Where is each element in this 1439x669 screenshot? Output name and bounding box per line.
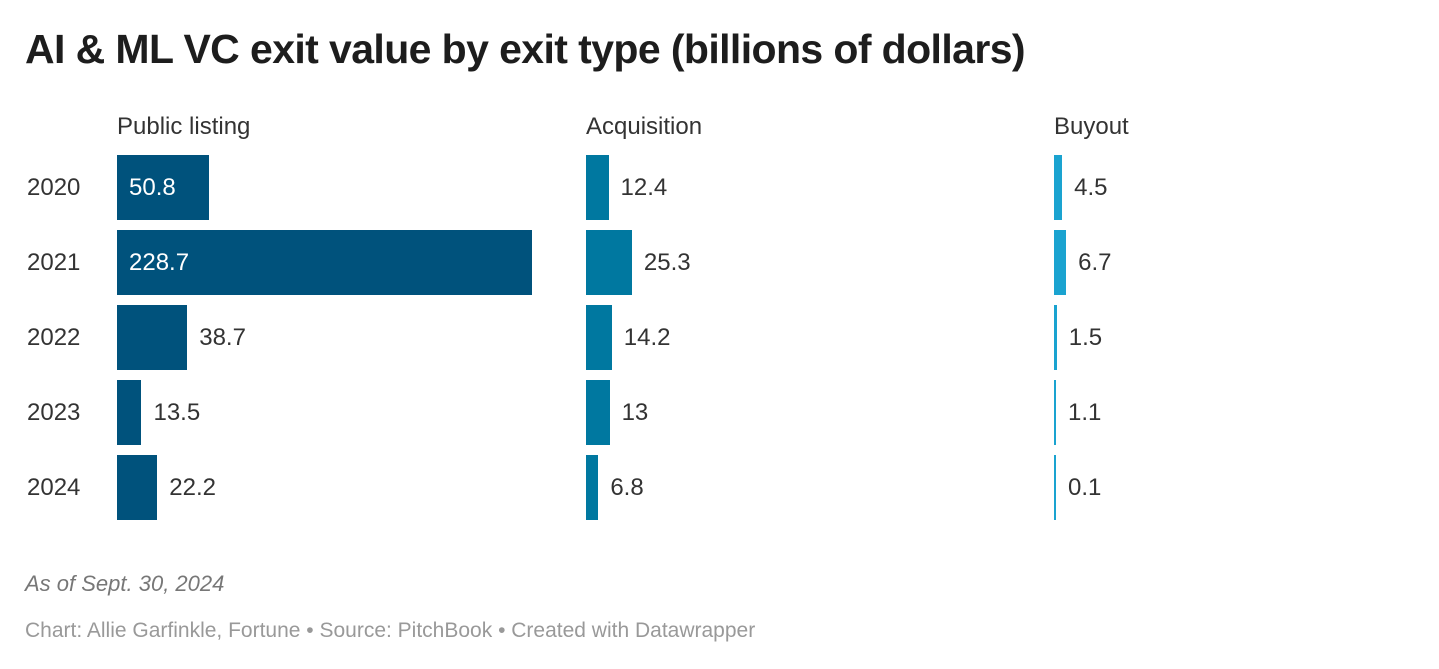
data-label: 6.8 [610, 474, 644, 501]
bar-public-listing-2024 [117, 455, 158, 520]
data-label: 14.2 [623, 324, 671, 351]
data-label: 12.4 [620, 174, 668, 201]
year-label: 2020 [27, 174, 81, 201]
bar-buyout-2021 [1054, 230, 1067, 295]
bar-acquisition-2021 [586, 230, 632, 295]
bar-buyout-2024 [1054, 455, 1056, 520]
bar-public-listing-2020 [117, 155, 210, 220]
series-header: Public listing [117, 113, 251, 140]
bar-public-listing-2023 [117, 380, 142, 445]
chart-note: As of Sept. 30, 2024 [25, 571, 225, 596]
chart-title: AI & ML VC exit value by exit type (bill… [25, 26, 1026, 72]
bar-buyout-2020 [1054, 155, 1063, 220]
series-header: Buyout [1054, 113, 1129, 140]
data-label: 0.1 [1068, 474, 1102, 501]
data-label: 25.3 [643, 249, 691, 276]
data-label: 13.5 [153, 399, 201, 426]
data-label: 1.5 [1068, 324, 1103, 351]
year-label: 2022 [27, 324, 81, 351]
data-label: 228.7 [129, 249, 190, 276]
data-label: 38.7 [199, 324, 246, 351]
chart-credit: Chart: Allie Garfinkle, Fortune • Source… [25, 619, 756, 642]
year-label: 2024 [27, 474, 81, 501]
bar-buyout-2022 [1054, 305, 1057, 370]
bar-acquisition-2024 [586, 455, 599, 520]
data-label: 22.2 [169, 474, 216, 501]
series-header: Acquisition [586, 113, 703, 140]
bar-acquisition-2020 [586, 155, 609, 220]
bar-acquisition-2022 [586, 305, 612, 370]
year-label: 2021 [27, 249, 81, 276]
bar-public-listing-2022 [117, 305, 188, 370]
bar-acquisition-2023 [586, 380, 610, 445]
data-label: 13 [621, 399, 649, 426]
data-label: 4.5 [1074, 174, 1108, 201]
data-label: 1.1 [1068, 399, 1102, 426]
year-label: 2023 [27, 399, 81, 426]
bar-buyout-2023 [1054, 380, 1056, 445]
data-label: 50.8 [129, 174, 176, 201]
bar-public-listing-2021 [117, 230, 532, 295]
data-label: 6.7 [1078, 249, 1112, 276]
